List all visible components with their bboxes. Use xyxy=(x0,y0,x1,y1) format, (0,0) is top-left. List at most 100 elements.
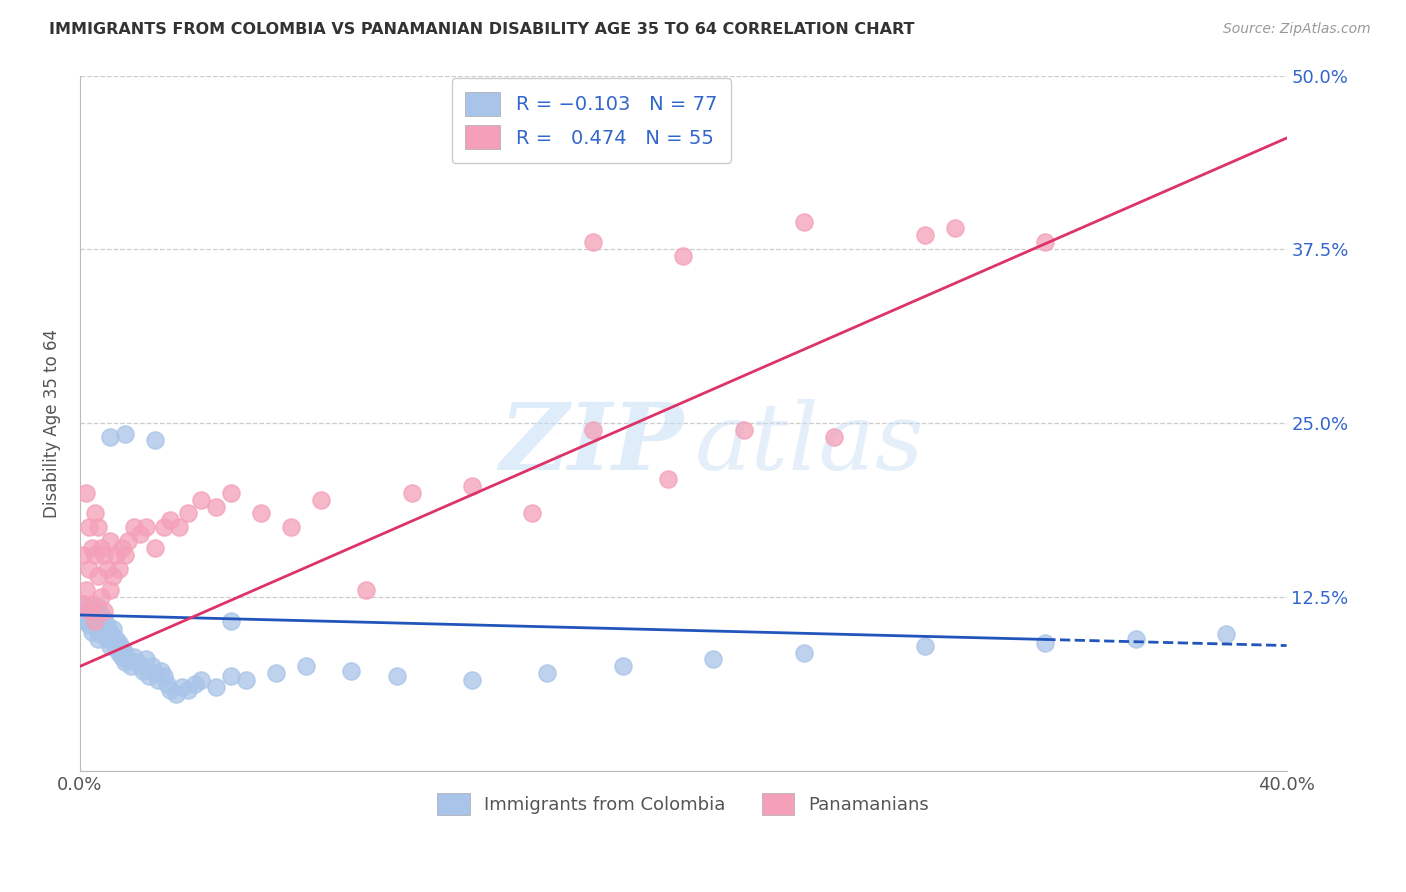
Point xyxy=(96,617,118,632)
Point xyxy=(87,569,110,583)
Point xyxy=(612,659,634,673)
Point xyxy=(75,604,97,618)
Point xyxy=(84,614,107,628)
Point xyxy=(295,659,318,673)
Point xyxy=(105,632,128,646)
Point xyxy=(90,541,112,556)
Point xyxy=(93,604,115,618)
Point xyxy=(264,666,287,681)
Point xyxy=(153,520,176,534)
Text: Source: ZipAtlas.com: Source: ZipAtlas.com xyxy=(1223,22,1371,37)
Point xyxy=(793,646,815,660)
Point xyxy=(87,599,110,614)
Point xyxy=(135,520,157,534)
Point xyxy=(235,673,257,688)
Point xyxy=(340,664,363,678)
Point xyxy=(80,541,103,556)
Point xyxy=(117,652,139,666)
Point xyxy=(1125,632,1147,646)
Text: IMMIGRANTS FROM COLOMBIA VS PANAMANIAN DISABILITY AGE 35 TO 64 CORRELATION CHART: IMMIGRANTS FROM COLOMBIA VS PANAMANIAN D… xyxy=(49,22,915,37)
Point xyxy=(111,641,134,656)
Point xyxy=(98,430,121,444)
Y-axis label: Disability Age 35 to 64: Disability Age 35 to 64 xyxy=(44,328,60,517)
Point xyxy=(143,433,166,447)
Point xyxy=(77,607,100,622)
Point xyxy=(96,562,118,576)
Point xyxy=(250,507,273,521)
Point xyxy=(93,611,115,625)
Point xyxy=(84,507,107,521)
Point xyxy=(75,485,97,500)
Point xyxy=(733,423,755,437)
Point xyxy=(108,562,131,576)
Point xyxy=(1033,235,1056,250)
Legend: Immigrants from Colombia, Panamanians: Immigrants from Colombia, Panamanians xyxy=(429,784,938,824)
Point xyxy=(309,492,332,507)
Point xyxy=(75,614,97,628)
Point xyxy=(356,582,378,597)
Point xyxy=(165,687,187,701)
Point xyxy=(77,599,100,614)
Point xyxy=(120,659,142,673)
Point xyxy=(101,622,124,636)
Point xyxy=(823,430,845,444)
Point xyxy=(80,611,103,625)
Point xyxy=(177,683,200,698)
Point xyxy=(132,664,155,678)
Point xyxy=(143,541,166,556)
Point xyxy=(87,632,110,646)
Point xyxy=(135,652,157,666)
Point xyxy=(98,639,121,653)
Point xyxy=(90,627,112,641)
Point xyxy=(72,597,94,611)
Point xyxy=(190,673,212,688)
Point xyxy=(702,652,724,666)
Point xyxy=(159,513,181,527)
Point xyxy=(1033,636,1056,650)
Point xyxy=(114,548,136,562)
Point xyxy=(672,249,695,263)
Point xyxy=(90,617,112,632)
Point xyxy=(385,669,408,683)
Text: ZIP: ZIP xyxy=(499,399,683,489)
Point xyxy=(114,646,136,660)
Point xyxy=(117,534,139,549)
Point xyxy=(75,611,97,625)
Point xyxy=(114,427,136,442)
Point xyxy=(461,673,484,688)
Point xyxy=(914,228,936,243)
Point xyxy=(138,669,160,683)
Point xyxy=(582,235,605,250)
Point xyxy=(98,582,121,597)
Point xyxy=(101,632,124,646)
Point xyxy=(111,649,134,664)
Point xyxy=(219,485,242,500)
Point xyxy=(914,639,936,653)
Point xyxy=(105,641,128,656)
Point xyxy=(77,614,100,628)
Point xyxy=(77,604,100,618)
Point xyxy=(98,534,121,549)
Point xyxy=(96,632,118,646)
Point xyxy=(77,562,100,576)
Point xyxy=(172,680,194,694)
Text: atlas: atlas xyxy=(696,399,925,489)
Point xyxy=(77,520,100,534)
Point xyxy=(793,214,815,228)
Point xyxy=(80,624,103,639)
Point xyxy=(111,541,134,556)
Point xyxy=(129,527,152,541)
Point xyxy=(108,646,131,660)
Point xyxy=(153,669,176,683)
Point xyxy=(84,548,107,562)
Point xyxy=(401,485,423,500)
Point xyxy=(101,569,124,583)
Point xyxy=(657,472,679,486)
Point xyxy=(105,548,128,562)
Point xyxy=(122,520,145,534)
Point xyxy=(190,492,212,507)
Point xyxy=(204,680,226,694)
Point xyxy=(148,673,170,688)
Point xyxy=(143,666,166,681)
Point xyxy=(90,590,112,604)
